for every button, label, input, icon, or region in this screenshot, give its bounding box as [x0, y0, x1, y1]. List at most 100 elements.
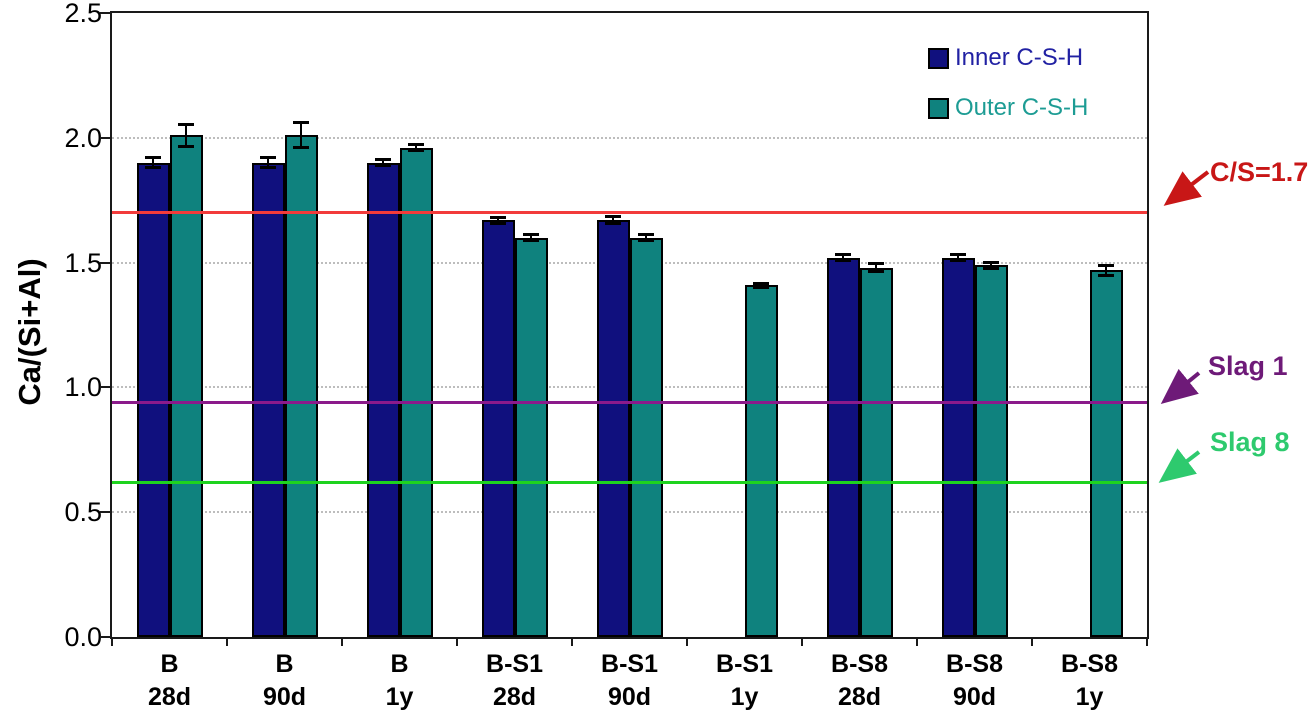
x-category-label-b-s1-1y: B-S1 1y: [716, 650, 773, 711]
error-bar-cap: [375, 164, 391, 168]
x-category-label-b-s1-28d: B-S1 28d: [486, 650, 543, 711]
arrow-slag-8: [1158, 448, 1201, 483]
error-bar: [415, 144, 417, 151]
y-tick-mark: [100, 386, 112, 389]
x-tick-mark: [686, 637, 688, 646]
error-bar-cap: [260, 156, 276, 160]
error-bar-cap: [868, 262, 884, 266]
error-bar: [497, 217, 499, 224]
y-tick-label-0.0: 0.0: [64, 622, 102, 652]
arrow-slag-1: [1160, 368, 1201, 405]
error-bar-cap: [753, 285, 769, 289]
error-bar-cap: [145, 166, 161, 170]
error-bar: [875, 263, 877, 272]
x-tick-mark: [1031, 637, 1033, 646]
y-tick-mark: [100, 511, 112, 514]
x-tick-mark: [801, 637, 803, 646]
y-tick-label-2.0: 2.0: [64, 122, 102, 153]
error-bar-cap: [293, 121, 309, 125]
x-category-label-b-28d: B 28d: [147, 650, 192, 711]
error-bar-cap: [260, 166, 276, 170]
error-bar-cap: [408, 143, 424, 147]
bar-inner-b-s8-90d: [941, 257, 975, 637]
y-tick-mark: [100, 636, 112, 638]
error-bar-cap: [638, 239, 654, 243]
legend-swatch-icon: [928, 97, 949, 119]
bar-outer-b-1y: [399, 147, 433, 637]
y-axis-title: Ca/(Si+Al): [12, 258, 47, 406]
legend-label: Outer C-S-H: [955, 94, 1089, 121]
error-bar-cap: [983, 260, 999, 264]
bar-inner-b-s1-90d: [596, 220, 630, 637]
x-category-label-b-90d: B 90d: [262, 650, 307, 711]
error-bar-cap: [145, 156, 161, 160]
error-bar: [760, 283, 762, 288]
reference-line-slag-1: [112, 400, 1147, 404]
y-tick-label-2.5: 2.5: [64, 0, 102, 28]
x-category-label-b-s1-90d: B-S1 90d: [601, 650, 658, 711]
error-bar-cap: [1098, 263, 1114, 267]
bar-inner-b-1y: [366, 162, 400, 637]
y-tick-mark: [100, 12, 112, 14]
annotation-cs-1-7: C/S=1.7: [1210, 157, 1309, 187]
error-bar-cap: [178, 145, 194, 149]
error-bar-cap: [490, 221, 506, 225]
error-bar-cap: [523, 233, 539, 237]
error-bar: [382, 159, 384, 166]
bar-outer-b-90d: [284, 135, 318, 637]
legend-item-outer: Outer C-S-H: [928, 96, 1088, 120]
error-bar-cap: [178, 122, 194, 126]
bar-inner-b-90d: [251, 162, 285, 637]
x-tick-mark: [111, 637, 113, 646]
annotation-slag-8: Slag 8: [1210, 427, 1290, 457]
error-bar-cap: [605, 222, 621, 226]
legend-label: Inner C-S-H: [955, 44, 1084, 71]
plot-area: Inner C-S-H Outer C-S-H: [110, 11, 1149, 639]
error-bar: [530, 234, 532, 241]
error-bar-cap: [293, 146, 309, 150]
x-tick-mark: [341, 637, 343, 646]
y-tick-label-0.5: 0.5: [64, 497, 102, 528]
error-bar-cap: [408, 149, 424, 153]
x-tick-mark: [571, 637, 573, 646]
error-bar-cap: [868, 269, 884, 273]
error-bar-cap: [523, 239, 539, 243]
y-tick-mark: [100, 136, 112, 139]
gridline-2: [112, 136, 1147, 139]
bar-inner-b-s8-28d: [826, 257, 860, 637]
error-bar: [1105, 265, 1107, 276]
bar-outer-b-s8-1y: [1089, 270, 1123, 637]
error-bar-cap: [835, 253, 851, 257]
error-bar: [300, 122, 302, 148]
bar-outer-b-s1-90d: [629, 237, 663, 637]
error-bar-cap: [753, 281, 769, 285]
x-tick-mark: [226, 637, 228, 646]
error-bar: [990, 262, 992, 269]
bar-outer-b-s8-28d: [859, 267, 893, 637]
error-bar-cap: [950, 259, 966, 263]
x-category-label-b-s8-28d: B-S8 28d: [831, 650, 888, 711]
error-bar: [267, 157, 269, 168]
bar-inner-b-s1-28d: [481, 220, 515, 637]
bar-outer-b-s1-1y: [744, 285, 778, 637]
y-tick-mark: [100, 261, 112, 264]
error-bar-cap: [638, 233, 654, 237]
x-tick-mark: [456, 637, 458, 646]
error-bar-cap: [490, 215, 506, 219]
error-bar-cap: [950, 253, 966, 257]
bar-inner-b-28d: [136, 162, 170, 637]
error-bar: [957, 254, 959, 261]
legend-swatch-icon: [928, 47, 949, 69]
error-bar-cap: [1098, 273, 1114, 277]
reference-line-slag-8: [112, 480, 1147, 484]
x-tick-mark: [916, 637, 918, 646]
error-bar-cap: [983, 266, 999, 270]
error-bar-cap: [605, 214, 621, 218]
y-tick-label-1.5: 1.5: [64, 247, 102, 278]
x-category-label-b-s8-90d: B-S8 90d: [946, 650, 1003, 711]
x-category-label-b-1y: B 1y: [385, 650, 414, 711]
arrow-cs-1-7: [1163, 170, 1210, 206]
error-bar: [152, 157, 154, 168]
annotation-slag-1: Slag 1: [1208, 351, 1288, 381]
